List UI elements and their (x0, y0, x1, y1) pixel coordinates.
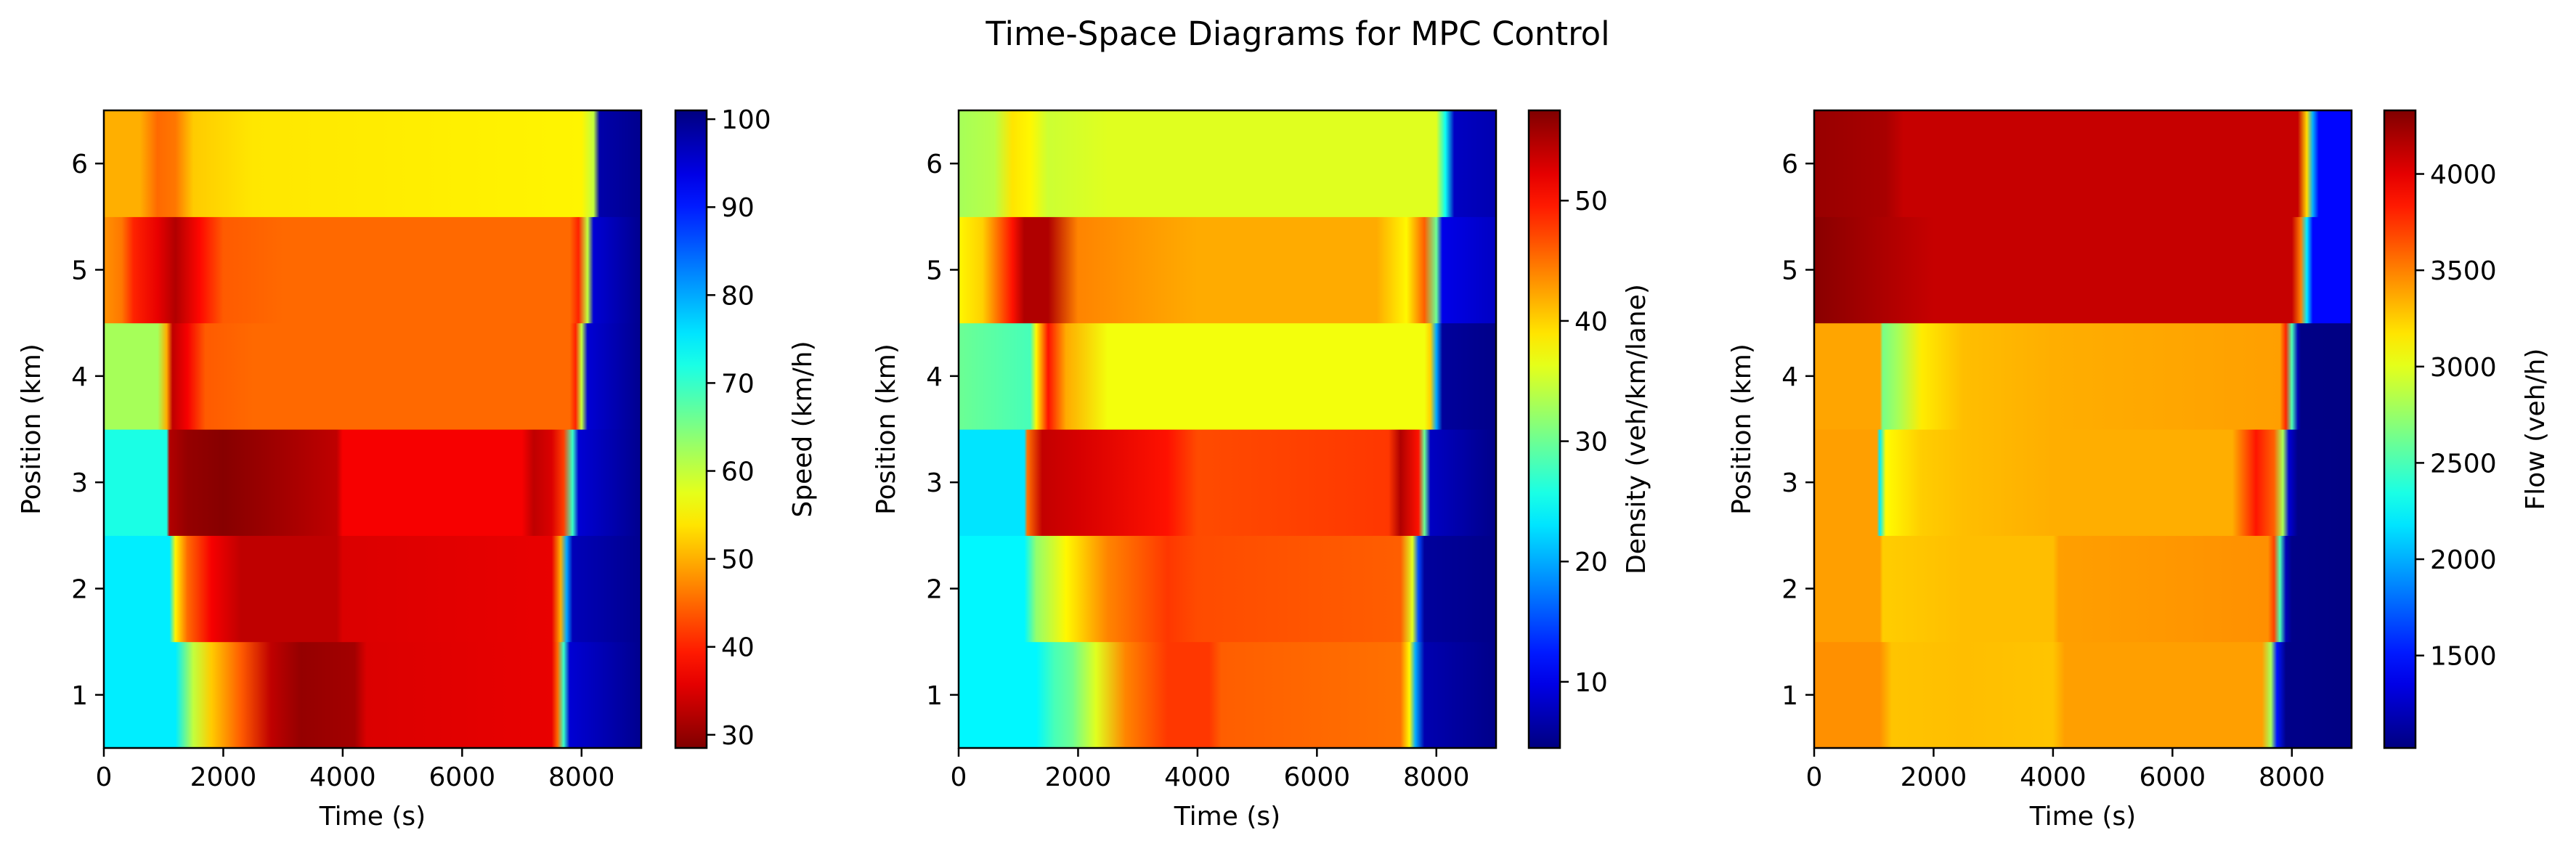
heatmap-row-5 (1814, 216, 2352, 324)
heatmap-row-6 (1814, 110, 2352, 217)
figure-title: Time-Space Diagrams for MPC Control (985, 15, 1609, 53)
colorbar-tick-label: 70 (721, 369, 755, 399)
heatmap-panel-3: 0 2000 4000 6000 8000 1 2 3 4 5 6 Time (s) Position … (1727, 109, 2353, 831)
heatmap-row-4 (959, 322, 1496, 430)
x-tick-label: 8000 (548, 763, 615, 792)
colorbar: 10 20 30 40 50 Density (veh/km/lane) (1527, 109, 1651, 749)
heatmap-row-6 (959, 110, 1496, 217)
colorbar-tick-label: 100 (721, 105, 771, 135)
plot-frame (957, 109, 1498, 749)
x-tick-label: 2000 (1901, 763, 1967, 792)
heatmap-row-4 (1814, 322, 2352, 430)
colorbar-tick-label: 90 (721, 193, 755, 223)
colorbar-tick-label: 3000 (2430, 353, 2497, 383)
heatmap-row-1 (104, 641, 641, 749)
y-tick-label: 1 (926, 681, 943, 711)
plot-frame (102, 109, 643, 749)
y-tick-label: 6 (71, 150, 88, 179)
x-tick-label: 2000 (190, 763, 257, 792)
x-tick-label: 4000 (1164, 763, 1231, 792)
heatmap-panel-2: 0 2000 4000 6000 8000 1 2 3 4 5 6 Time (s) Position … (871, 109, 1498, 831)
heatmap-row-5 (959, 216, 1496, 324)
y-axis-label: Position (km) (871, 343, 901, 515)
colorbar-label: Speed (km/h) (788, 341, 818, 517)
x-axis-label: Time (s) (319, 802, 426, 831)
heatmap-row-1 (959, 641, 1496, 749)
y-tick-label: 4 (1781, 362, 1798, 392)
colorbar-tick-label: 60 (721, 458, 755, 487)
heatmap-row-4 (104, 322, 641, 430)
y-tick-label: 6 (1781, 150, 1798, 179)
colorbar-tick-label: 50 (721, 545, 755, 575)
x-axis-label: Time (s) (2029, 802, 2136, 831)
y-tick-label: 3 (1781, 468, 1798, 498)
colorbar-tick-label: 30 (721, 721, 755, 751)
colorbar-scale (674, 109, 708, 749)
colorbar-tick-label: 3500 (2430, 256, 2497, 286)
y-tick-label: 5 (1781, 256, 1798, 286)
colorbar-tick-label: 2500 (2430, 449, 2497, 479)
colorbar-scale (1527, 109, 1561, 749)
colorbar-tick-label: 40 (721, 633, 755, 663)
heatmap-panel-1: 0 2000 4000 6000 8000 1 2 3 4 5 6 Time (s) Position … (17, 109, 643, 831)
colorbar-label: Flow (veh/h) (2521, 349, 2551, 511)
x-tick-label: 6000 (1284, 763, 1351, 792)
colorbar-tick-label: 40 (1575, 307, 1608, 337)
colorbar-tick-label: 80 (721, 281, 755, 311)
y-tick-label: 2 (1781, 575, 1798, 605)
heatmap-row-2 (104, 535, 641, 643)
colorbar-tick-label: 10 (1575, 668, 1608, 698)
heatmap-row-1 (1814, 641, 2352, 749)
y-tick-label: 1 (1781, 681, 1798, 711)
y-tick-label: 4 (926, 362, 943, 392)
heatmap-row-3 (1814, 429, 2352, 536)
y-axis-label: Position (km) (17, 343, 46, 515)
x-tick-label: 6000 (2140, 763, 2206, 792)
x-tick-label: 0 (951, 763, 967, 792)
colorbar-label: Density (veh/km/lane) (1622, 284, 1651, 574)
plot-frame (1813, 109, 2353, 749)
colorbar: 30 40 50 60 70 80 90 100 Speed (km/h) (674, 105, 818, 751)
x-tick-label: 4000 (309, 763, 376, 792)
y-tick-label: 1 (71, 681, 88, 711)
y-tick-label: 3 (926, 468, 943, 498)
heatmap-row-5 (104, 216, 641, 324)
heatmap-row-6 (104, 110, 641, 217)
colorbar-tick-label: 50 (1575, 187, 1608, 216)
x-tick-label: 0 (1806, 763, 1823, 792)
x-tick-label: 6000 (429, 763, 496, 792)
y-tick-label: 5 (926, 256, 943, 286)
y-tick-label: 2 (71, 575, 88, 605)
y-tick-label: 2 (926, 575, 943, 605)
colorbar-tick-label: 20 (1575, 548, 1608, 577)
heatmap-row-2 (1814, 535, 2352, 643)
colorbar-tick-label: 1500 (2430, 642, 2497, 672)
x-axis-label: Time (s) (1174, 802, 1280, 831)
y-tick-label: 5 (71, 256, 88, 286)
colorbar-scale (2383, 109, 2417, 749)
x-tick-label: 4000 (2020, 763, 2087, 792)
y-tick-label: 3 (71, 468, 88, 498)
x-tick-label: 0 (96, 763, 113, 792)
x-tick-label: 8000 (2259, 763, 2325, 792)
heatmap-row-3 (104, 429, 641, 536)
colorbar: 1500 2000 2500 3000 3500 4000 Flow (veh/h) (2383, 109, 2551, 749)
colorbar-tick-label: 4000 (2430, 160, 2497, 190)
y-tick-label: 4 (71, 362, 88, 392)
colorbar-tick-label: 30 (1575, 428, 1608, 458)
y-tick-label: 6 (926, 150, 943, 179)
heatmap-row-3 (959, 429, 1496, 536)
y-axis-label: Position (km) (1727, 343, 1757, 515)
heatmap-row-2 (959, 535, 1496, 643)
x-tick-label: 8000 (1403, 763, 1470, 792)
x-tick-label: 2000 (1045, 763, 1112, 792)
colorbar-tick-label: 2000 (2430, 545, 2497, 575)
